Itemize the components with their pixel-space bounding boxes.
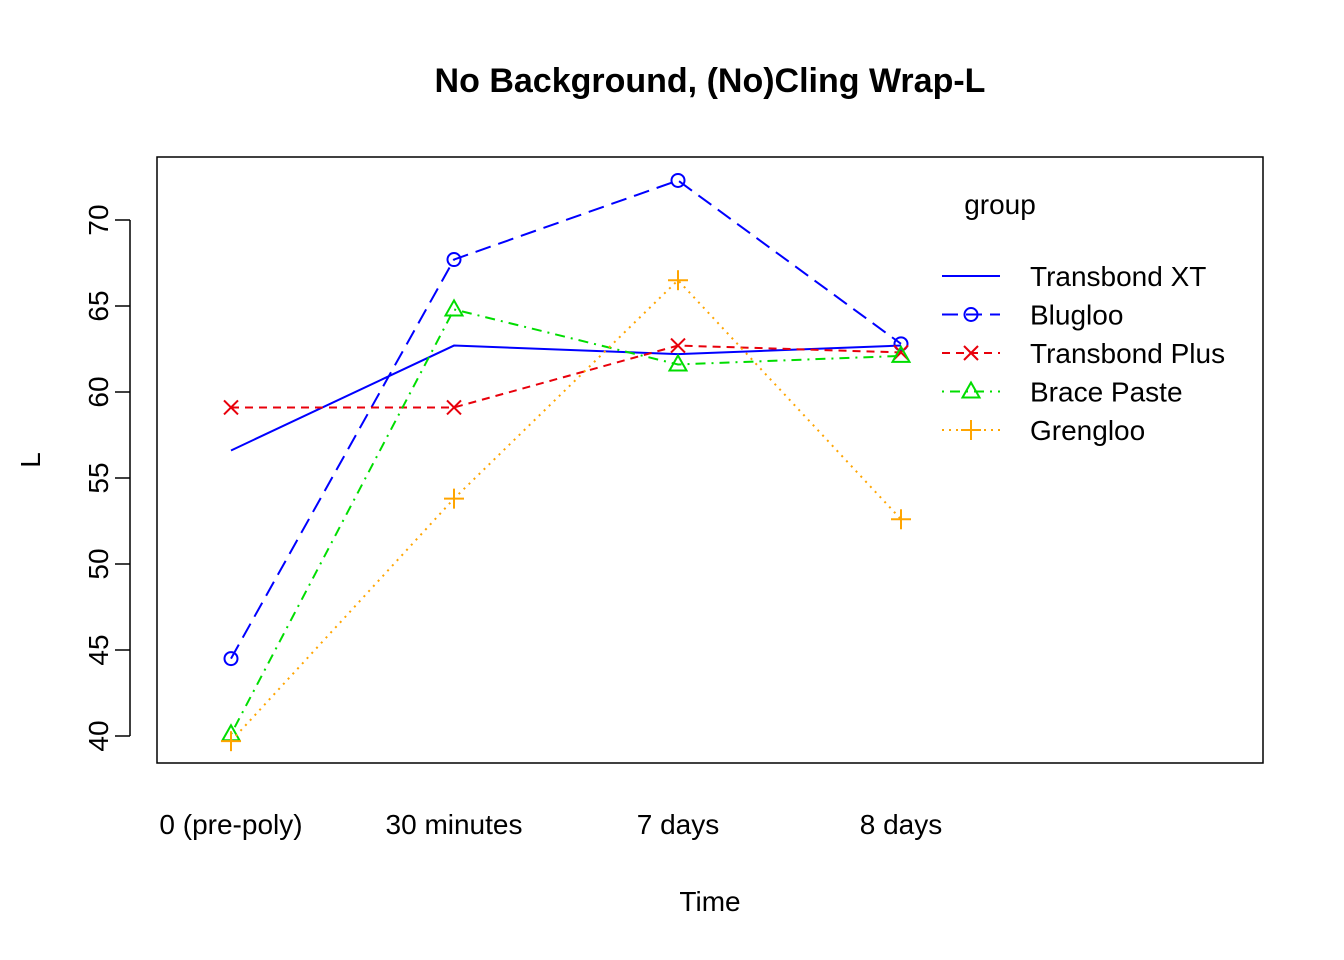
series-line <box>231 344 902 409</box>
data-point-plus <box>221 731 241 752</box>
series-line <box>230 308 902 735</box>
data-point-x <box>223 399 239 416</box>
series-transbond-xt <box>230 344 902 452</box>
y-tick-label: 45 <box>83 634 114 665</box>
data-point-circle <box>223 651 239 667</box>
y-tick-label: 60 <box>83 376 114 407</box>
data-point-plus <box>668 270 688 291</box>
y-tick-label: 40 <box>83 720 114 751</box>
y-tick-label: 70 <box>83 204 114 235</box>
series-layer <box>220 172 912 752</box>
x-axis-label: Time <box>679 886 740 917</box>
legend-item: Brace Paste <box>942 377 1183 408</box>
legend-label: Brace Paste <box>1030 377 1183 408</box>
data-point-x <box>670 337 686 354</box>
legend-title: group <box>964 189 1036 220</box>
legend-item: Grengloo <box>942 415 1145 446</box>
data-point-x <box>446 399 462 416</box>
legend-label: Blugloo <box>1030 300 1123 331</box>
y-axis: 40 45 50 55 60 65 70 <box>83 204 131 752</box>
y-axis-label: L <box>15 452 46 468</box>
y-tick-label: 55 <box>83 462 114 493</box>
data-point-plus <box>961 420 981 440</box>
x-tick-label: 30 minutes <box>386 809 523 840</box>
series-blugloo <box>223 172 909 667</box>
series-line <box>230 344 902 452</box>
x-tick-label: 0 (pre-poly) <box>159 809 302 840</box>
data-point-triangle <box>667 353 689 372</box>
data-point-triangle <box>890 344 912 363</box>
x-tick-label: 7 days <box>637 809 720 840</box>
legend-item: Transbond XT <box>942 261 1206 292</box>
data-point-circle <box>446 252 462 268</box>
data-point-circle <box>963 307 979 322</box>
series-brace-paste <box>220 298 912 742</box>
data-point-circle <box>893 336 909 352</box>
series-line <box>230 278 902 742</box>
data-point-circle <box>670 172 686 188</box>
series-transbond-plus <box>223 337 909 416</box>
plot-frame <box>156 156 1264 764</box>
legend: group Transbond XT Blugloo Transbond Plus B… <box>942 189 1225 446</box>
x-axis: 0 (pre-poly) 30 minutes 7 days 8 days <box>159 809 942 840</box>
data-point-x <box>963 345 979 361</box>
legend-label: Transbond Plus <box>1030 338 1225 369</box>
data-point-plus <box>891 509 911 530</box>
legend-label: Transbond XT <box>1030 261 1206 292</box>
data-point-triangle <box>960 380 982 399</box>
chart-title: No Background, (No)Cling Wrap-L <box>435 62 986 100</box>
data-point-triangle <box>443 298 465 317</box>
x-tick-label: 8 days <box>860 809 943 840</box>
series-line <box>230 179 902 660</box>
y-tick-label: 50 <box>83 548 114 579</box>
series-grengloo <box>221 270 911 752</box>
legend-item: Blugloo <box>942 300 1123 331</box>
data-point-plus <box>444 488 464 509</box>
y-tick-label: 65 <box>83 290 114 321</box>
legend-item: Transbond Plus <box>942 338 1225 369</box>
legend-label: Grengloo <box>1030 415 1145 446</box>
